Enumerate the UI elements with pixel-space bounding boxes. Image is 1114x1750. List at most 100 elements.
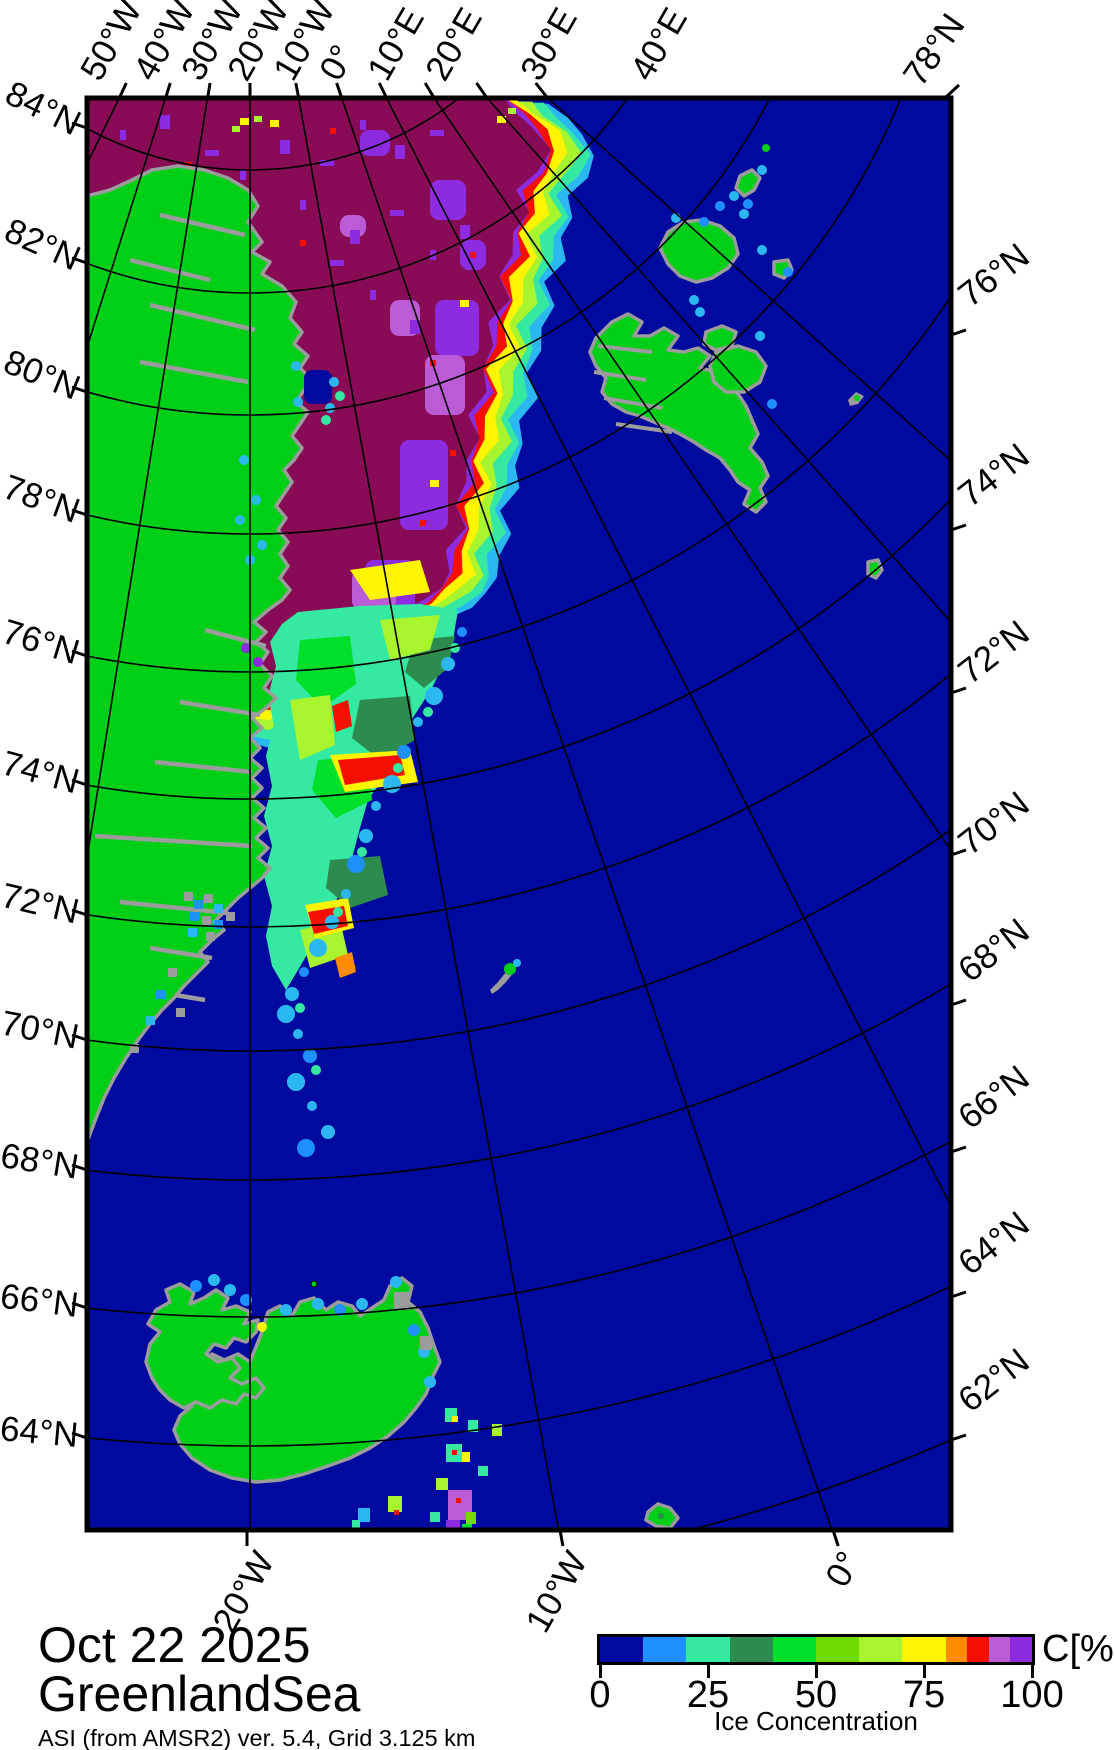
small-island xyxy=(762,144,770,152)
ice-speckle xyxy=(430,480,439,487)
ice-speckle xyxy=(320,160,334,166)
ice-speckle xyxy=(470,252,476,258)
ice-edge-speck xyxy=(393,763,403,773)
ice-edge-speck xyxy=(190,1280,202,1292)
ice-edge-speck xyxy=(297,1139,315,1157)
ice-edge-speck xyxy=(257,1322,267,1332)
ice-speckle xyxy=(430,130,444,136)
ice-edge-speck xyxy=(783,267,793,277)
ice-speckle xyxy=(160,115,170,129)
right-tick xyxy=(950,848,967,857)
meridian-line xyxy=(297,98,560,1530)
legend-tick-label: 50 xyxy=(794,1674,838,1716)
coastal-patch xyxy=(206,932,215,941)
ice-edge-speck xyxy=(424,1376,436,1388)
ice-concentration-patch xyxy=(290,695,335,760)
ice-speckle xyxy=(390,210,404,216)
ice-speckle xyxy=(508,108,516,114)
fjord-ice-speck xyxy=(335,391,345,401)
data-source-caption: ASI (from AMSR2) ver. 5.4, Grid 3.125 km xyxy=(38,1725,476,1750)
coastal-patch xyxy=(420,1336,432,1350)
latitude-label-left: 64°N xyxy=(0,1409,80,1455)
top-tick xyxy=(206,82,212,99)
svalbard-edgeoya xyxy=(708,344,768,394)
top-tick xyxy=(117,82,128,99)
coastal-patch xyxy=(146,1016,155,1025)
ice-concentration-patch xyxy=(352,696,415,760)
ice-edge-speck xyxy=(309,939,327,957)
ice-edge-speck xyxy=(390,1276,402,1288)
ice-speckle xyxy=(300,240,306,246)
left-tick xyxy=(71,256,88,265)
ice-edge-speck xyxy=(423,707,433,717)
fjord-line xyxy=(593,370,647,382)
fjord-ice-speck xyxy=(325,403,335,413)
legend-tick xyxy=(599,1665,602,1678)
right-tick xyxy=(950,686,967,695)
ice-edge-speck xyxy=(695,307,705,317)
ice-edge-speck xyxy=(371,801,381,811)
ice-speckle xyxy=(460,300,469,307)
fjord-line xyxy=(119,899,229,916)
fjord-line xyxy=(94,833,253,849)
coastal-patch xyxy=(176,1008,185,1017)
coastal-patch xyxy=(204,894,213,903)
ice-edge-speck xyxy=(224,1284,236,1296)
ice-speckle xyxy=(330,128,336,134)
ice-edge-speck xyxy=(303,1049,317,1063)
axis-ticks xyxy=(71,82,967,1547)
fjord-ice-speck xyxy=(253,657,263,667)
ice-speckle xyxy=(254,116,262,122)
ice-edge-speck xyxy=(441,657,455,671)
kong-karls-land-dot xyxy=(854,395,860,401)
left-tick xyxy=(71,778,88,787)
ice-edge-speck xyxy=(729,191,739,201)
right-tick xyxy=(950,998,967,1007)
ice-speckle xyxy=(300,200,306,210)
ice-speckle xyxy=(240,118,249,125)
legend-color-segment xyxy=(1010,1637,1032,1662)
bottom-tick xyxy=(831,1529,840,1547)
ice-speckle xyxy=(240,170,246,180)
fjord-ice-speck xyxy=(329,377,339,387)
ice-edge-speck xyxy=(513,959,521,967)
coastal-patch xyxy=(214,904,223,913)
ice-edge-speck xyxy=(307,1101,317,1111)
ice-edge-speck xyxy=(357,847,367,857)
fjord-line xyxy=(159,212,246,238)
fjord-line xyxy=(204,627,267,649)
ice-speckle xyxy=(456,1498,461,1503)
ice-edge-speck xyxy=(359,829,373,843)
legend-tick-label: 100 xyxy=(1000,1674,1064,1716)
ice-speckle xyxy=(120,130,126,140)
right-tick xyxy=(950,328,967,337)
meridian-line xyxy=(486,98,951,624)
ice-speckle xyxy=(350,230,360,244)
ice-edge-speck xyxy=(457,627,467,637)
ice-edge-speck xyxy=(277,1005,295,1023)
legend-color-segment xyxy=(643,1637,687,1662)
left-tick xyxy=(71,385,88,394)
ice-edge-speck xyxy=(311,1065,321,1075)
ice-speckle xyxy=(280,140,290,154)
top-tick xyxy=(377,82,388,99)
ice-blob xyxy=(462,1524,472,1530)
fjord-line xyxy=(149,945,213,961)
ice-speckle xyxy=(497,116,506,123)
top-tick xyxy=(335,82,344,99)
meridian-line xyxy=(340,98,833,1530)
fjord-ice-speck xyxy=(257,540,267,550)
ice-blob xyxy=(468,1420,478,1432)
fjord-ice-speck xyxy=(239,455,249,465)
fjord-line xyxy=(129,257,211,283)
title-block: Oct 22 2025 GreenlandSea ASI (from AMSR2… xyxy=(38,1620,476,1750)
ice-edge-speck xyxy=(321,1125,335,1139)
fjord-line xyxy=(139,359,249,385)
svalbard-barentsoya xyxy=(702,324,738,352)
svalbard-kvitoya xyxy=(734,168,762,198)
ice-speckle xyxy=(330,260,344,266)
legend-color-segment xyxy=(729,1637,773,1662)
ice-speckle xyxy=(370,290,376,300)
left-tick xyxy=(71,121,88,130)
